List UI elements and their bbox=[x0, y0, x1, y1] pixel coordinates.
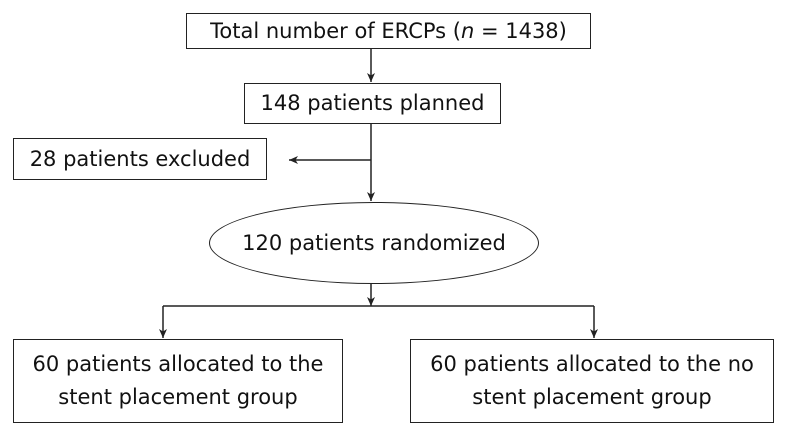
no-stent-group-box: 60 patients allocated to the no stent pl… bbox=[410, 339, 774, 423]
n-symbol: n bbox=[460, 18, 475, 43]
no-stent-group-line1: 60 patients allocated to the no bbox=[430, 352, 754, 377]
patients-planned-box: 148 patients planned bbox=[244, 83, 501, 124]
total-ercps-label: Total number of ERCPs (n = 1438) bbox=[210, 18, 567, 43]
stent-group-box: 60 patients allocated to the stent place… bbox=[13, 339, 343, 423]
patients-planned-label: 148 patients planned bbox=[260, 91, 485, 116]
patients-randomized-ellipse: 120 patients randomized bbox=[209, 202, 539, 284]
stent-group-line2: stent placement group bbox=[58, 385, 298, 409]
stent-group-line1: 60 patients allocated to the bbox=[32, 352, 324, 377]
patients-excluded-box: 28 patients excluded bbox=[13, 138, 267, 180]
patients-excluded-label: 28 patients excluded bbox=[29, 146, 251, 171]
patients-randomized-label: 120 patients randomized bbox=[242, 230, 506, 255]
no-stent-group-line2: stent placement group bbox=[472, 385, 712, 409]
total-ercps-box: Total number of ERCPs (n = 1438) bbox=[186, 13, 591, 49]
